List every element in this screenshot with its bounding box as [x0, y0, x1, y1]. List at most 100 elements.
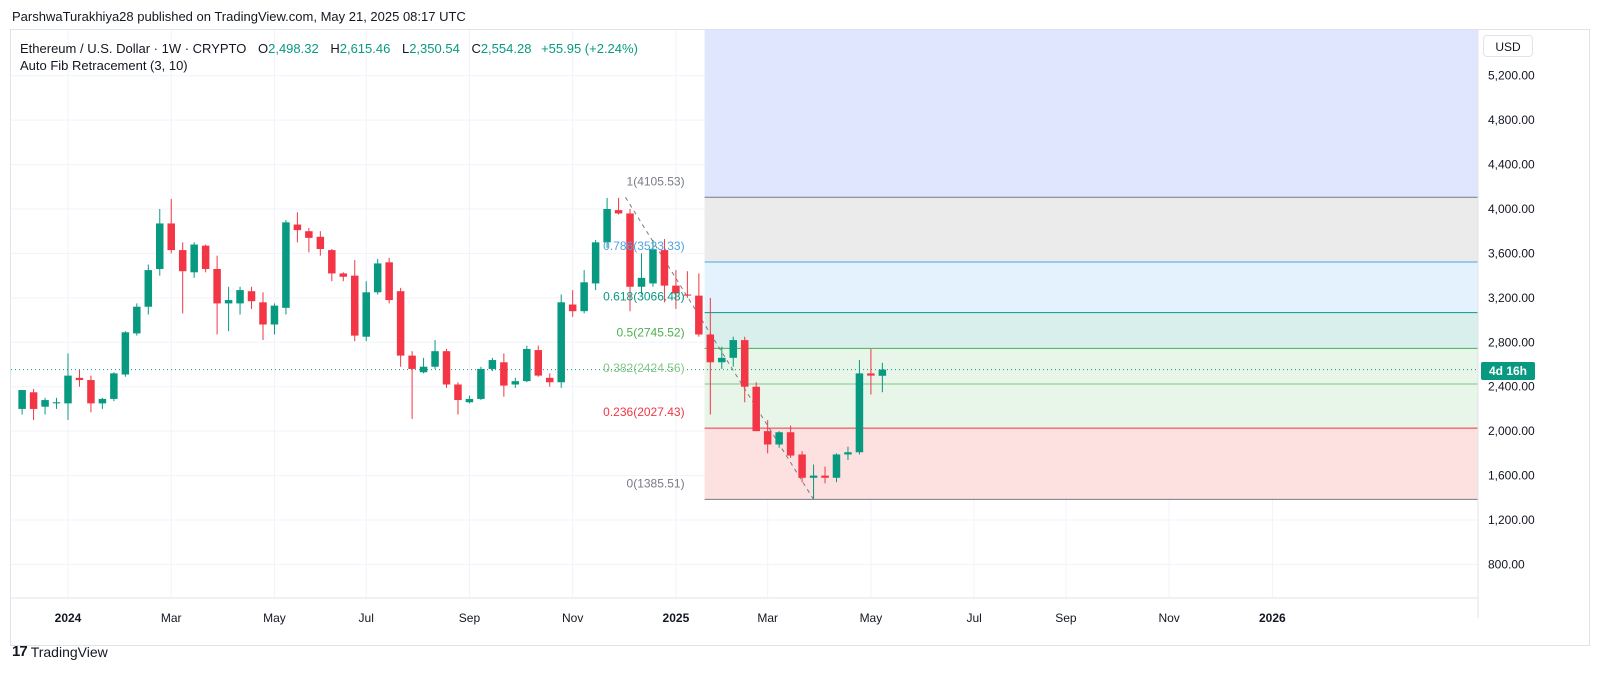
candle-body — [660, 250, 669, 286]
candle-body — [580, 282, 588, 312]
price-tick-label: 3,200.00 — [1488, 291, 1535, 305]
candle-body — [718, 357, 726, 363]
price-tick-label: 4,800.00 — [1488, 113, 1535, 127]
candle-body — [465, 398, 474, 403]
fib-zones — [704, 30, 1478, 500]
candle-body — [477, 368, 485, 399]
candle-body — [844, 452, 852, 455]
candle-body — [316, 236, 325, 249]
candle-body — [178, 250, 187, 272]
candle-body — [729, 340, 738, 358]
candle-body — [351, 275, 359, 336]
candle-body — [763, 431, 772, 445]
candle-body — [18, 390, 26, 409]
candle-body — [637, 277, 646, 287]
candle-body — [362, 292, 370, 337]
candle-body — [167, 223, 175, 251]
candle-body — [190, 244, 198, 273]
candle-body — [133, 306, 141, 334]
time-tick-label: Jul — [966, 611, 981, 625]
candle-body — [683, 294, 692, 296]
indicator-label[interactable]: Auto Fib Retracement (3, 10) — [20, 58, 188, 73]
price-tick-label: 2,800.00 — [1488, 335, 1535, 349]
price-tick-label: 800.00 — [1488, 557, 1525, 571]
time-tick-label: 2024 — [55, 611, 82, 625]
candle-body — [752, 386, 760, 432]
fib-zone — [704, 383, 1478, 429]
low-value: 2,350.54 — [409, 41, 460, 56]
candle-body — [373, 263, 382, 293]
high-value: 2,615.46 — [339, 41, 391, 56]
low-label: L — [401, 41, 410, 56]
fib-level-label: 0.382(2424.56) — [603, 361, 684, 375]
time-tick-label: May — [860, 611, 883, 625]
brand-name: TradingView — [30, 643, 108, 660]
candle-body — [568, 304, 577, 312]
tradingview-logo-icon: 17 — [12, 643, 28, 660]
candle-body — [385, 262, 393, 301]
candle-body — [775, 432, 783, 445]
time-tick-label: Sep — [459, 611, 481, 625]
candle-body — [603, 209, 611, 243]
fib-zone — [704, 197, 1478, 262]
fib-level-label: 1(4105.53) — [627, 174, 685, 188]
candle-body — [98, 398, 107, 404]
candle-body — [396, 291, 405, 356]
candle-body — [431, 351, 439, 367]
fib-zone-extension — [704, 30, 1478, 198]
candle-body — [695, 295, 703, 335]
candle-body — [855, 373, 864, 453]
open-value: 2,498.32 — [268, 41, 319, 56]
candle-body — [545, 377, 554, 383]
currency-button[interactable]: USD — [1483, 35, 1533, 57]
publisher-line: ParshwaTurakhiya28 published on TradingV… — [12, 9, 466, 24]
candle-body — [488, 360, 497, 369]
time-tick-label: Mar — [757, 611, 778, 625]
symbol-legend: Ethereum / U.S. Dollar · 1W · CRYPTO O2,… — [20, 39, 638, 58]
close-value: 2,554.28 — [480, 41, 532, 56]
candle-body — [270, 305, 279, 325]
footer-brand[interactable]: 17 TradingView — [12, 643, 108, 660]
candle-body — [259, 302, 267, 325]
candle-body — [293, 224, 302, 231]
bar-countdown-badge: 4d 16h — [1481, 362, 1535, 380]
candle-body — [798, 454, 806, 478]
time-tick-label: Nov — [562, 611, 583, 625]
fib-trend-line — [11, 197, 1478, 500]
candle-body — [328, 250, 336, 274]
price-tick-label: 2,000.00 — [1488, 424, 1535, 438]
price-tick-label: 1,200.00 — [1488, 513, 1535, 527]
symbol-name[interactable]: Ethereum / U.S. Dollar · 1W · CRYPTO — [20, 41, 247, 56]
fib-zone — [704, 312, 1478, 349]
candle-body — [867, 373, 875, 376]
candle-body — [52, 402, 61, 404]
time-tick-label: Sep — [1055, 611, 1077, 625]
time-axis: 2024 Mar May Jul Sep Nov 2025 Mar May Jul Sep Nov 20… — [11, 597, 1478, 625]
price-tick-label: 3,600.00 — [1488, 246, 1535, 260]
time-tick-label: Mar — [161, 611, 182, 625]
candle-body — [64, 375, 72, 404]
candle-body — [878, 369, 887, 376]
time-tick-label: Jul — [359, 611, 374, 625]
candle-body — [29, 392, 38, 409]
time-tick-label: Nov — [1158, 611, 1179, 625]
candle-body — [236, 290, 244, 304]
candle-body — [110, 373, 118, 399]
candles — [18, 197, 887, 499]
candle-body — [305, 231, 313, 238]
candle-body — [511, 381, 520, 385]
time-tick-label: 2025 — [663, 611, 690, 625]
time-tick-label: 2026 — [1259, 611, 1286, 625]
candle-body — [534, 350, 543, 376]
candle-body — [282, 222, 290, 308]
candle-body — [75, 377, 84, 381]
candle-body — [809, 475, 818, 478]
candle-body — [144, 270, 153, 307]
chart-frame — [10, 29, 1590, 646]
candle-body — [247, 291, 256, 302]
price-tick-label: 4,400.00 — [1488, 158, 1535, 172]
fib-level-label: 0.618(3066.48) — [603, 290, 684, 304]
price-tick-label: 5,200.00 — [1488, 69, 1535, 83]
candle-body — [832, 454, 841, 478]
